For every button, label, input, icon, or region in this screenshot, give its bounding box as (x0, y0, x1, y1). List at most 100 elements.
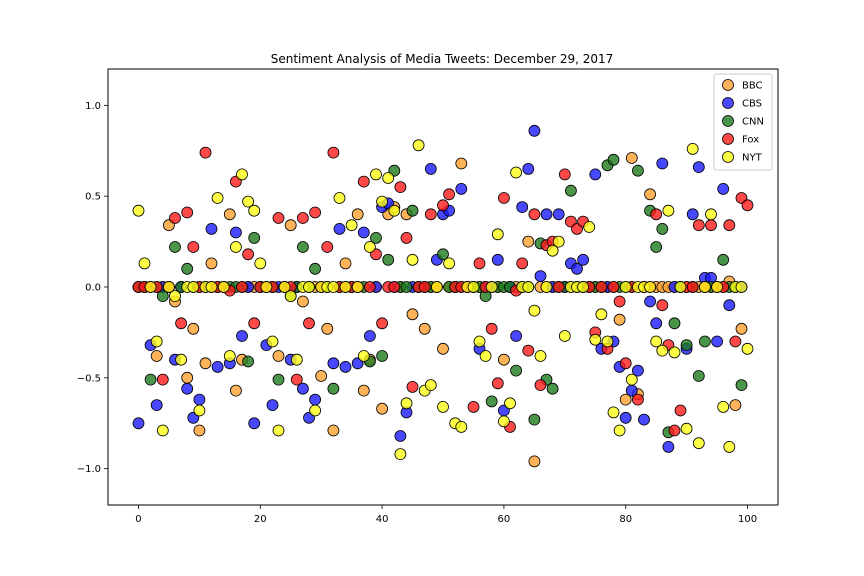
point-cbs (723, 299, 736, 312)
point-cbs (211, 360, 224, 373)
point-cnn (680, 339, 693, 352)
point-fox (248, 317, 261, 330)
point-nyt (534, 350, 547, 362)
y-tick-label: −0.5 (77, 373, 101, 384)
point-nyt (644, 281, 656, 293)
point-nyt (150, 335, 163, 348)
point-nyt (680, 422, 693, 435)
point-cnn (692, 370, 705, 382)
point-cbs (686, 208, 699, 221)
point-cbs (638, 413, 650, 426)
point-cnn (156, 290, 169, 303)
point-fox (595, 281, 608, 293)
point-fox (303, 317, 315, 330)
y-tick-label: 1.0 (85, 101, 101, 112)
point-nyt (650, 335, 663, 348)
point-nyt (278, 281, 291, 293)
point-nyt (162, 281, 175, 293)
point-fox (729, 335, 742, 348)
point-cbs (656, 157, 669, 170)
chart-title: Sentiment Analysis of Media Tweets: Dece… (271, 52, 614, 66)
point-bbc (205, 257, 218, 270)
point-cnn (656, 222, 669, 235)
point-nyt (699, 281, 711, 293)
point-nyt (619, 281, 632, 293)
point-cbs (491, 253, 504, 266)
point-fox (528, 208, 541, 221)
point-nyt (717, 400, 730, 413)
point-bbc (284, 219, 297, 232)
point-nyt (674, 281, 687, 293)
legend: BBC CBS CNN Fox NYT (713, 73, 773, 171)
point-nyt (662, 204, 675, 217)
point-bbc (272, 350, 285, 362)
point-nyt (363, 241, 376, 253)
point-nyt (248, 204, 261, 217)
point-cbs (516, 201, 529, 214)
point-nyt (132, 204, 145, 217)
point-cbs (181, 382, 194, 395)
point-bbc (321, 322, 334, 335)
point-bbc (625, 152, 638, 164)
point-nyt (522, 281, 535, 293)
point-cnn (735, 379, 748, 392)
point-bbc (735, 322, 748, 335)
point-nyt (473, 335, 486, 348)
point-cnn (400, 281, 413, 293)
point-nyt (741, 342, 754, 355)
point-nyt (242, 195, 255, 208)
point-cbs (692, 161, 705, 174)
point-bbc (351, 208, 364, 221)
point-nyt (656, 344, 669, 357)
y-tick-label: 0.5 (85, 192, 101, 203)
point-nyt (303, 281, 315, 293)
point-nyt (193, 404, 206, 417)
point-cbs (333, 222, 346, 235)
point-nyt (723, 440, 736, 453)
point-nyt (236, 168, 248, 181)
point-cbs (193, 393, 206, 406)
point-fox (327, 146, 340, 159)
point-bbc (357, 384, 370, 397)
point-nyt (357, 350, 370, 362)
point-cbs (717, 182, 730, 195)
point-nyt (309, 404, 322, 417)
point-fox (156, 373, 169, 386)
point-bbc (528, 455, 541, 468)
point-nyt (217, 281, 230, 293)
point-nyt (272, 424, 285, 437)
point-cbs (229, 226, 242, 239)
point-bbc (199, 357, 212, 370)
point-nyt (607, 406, 620, 419)
point-cbs (552, 208, 565, 221)
point-nyt (479, 350, 492, 362)
point-cbs (248, 417, 261, 430)
point-cnn (181, 262, 194, 275)
point-cbs (528, 124, 541, 137)
point-fox (686, 281, 699, 293)
x-tick-label: 20 (254, 514, 267, 525)
point-cbs (589, 168, 602, 181)
point-bbc (497, 353, 510, 366)
point-cnn (272, 373, 285, 386)
point-cbs (540, 208, 553, 221)
point-nyt (327, 281, 340, 293)
point-fox (491, 377, 504, 390)
point-fox (650, 208, 663, 221)
point-bbc (522, 235, 535, 248)
x-tick-label: 80 (619, 514, 632, 525)
point-nyt (394, 448, 407, 461)
point-fox (400, 231, 413, 244)
point-nyt (467, 281, 480, 293)
point-fox (534, 379, 547, 392)
point-fox (552, 281, 565, 293)
point-fox (290, 373, 303, 386)
point-nyt (558, 330, 571, 342)
point-fox (723, 219, 736, 232)
point-nyt (376, 195, 389, 208)
point-fox (558, 168, 571, 181)
point-bbc (455, 157, 468, 170)
point-cbs (357, 226, 370, 239)
point-nyt (175, 353, 188, 366)
point-nyt (406, 253, 419, 266)
